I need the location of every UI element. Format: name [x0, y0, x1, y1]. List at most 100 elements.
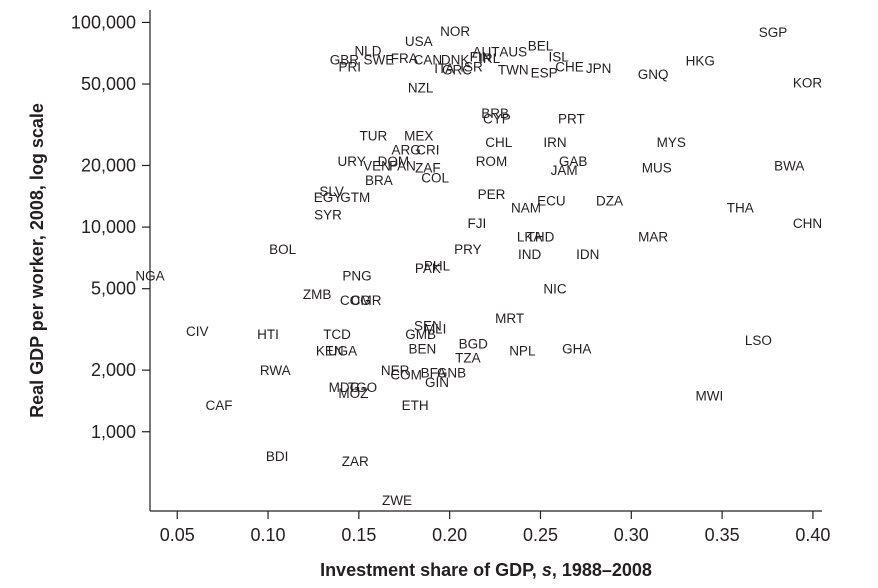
point-label-rom: ROM: [476, 154, 508, 169]
point-label-gha: GHA: [562, 342, 591, 357]
point-label-bfa: BFA: [421, 365, 447, 380]
point-label-tcd: TCD: [323, 327, 351, 342]
point-label-pry: PRY: [454, 242, 482, 257]
point-label-kor: KOR: [793, 75, 823, 90]
y-tick-label: 10,000: [81, 217, 136, 237]
x-tick-label: 0.35: [705, 525, 740, 545]
point-label-isl: ISL: [549, 50, 570, 65]
point-label-jpn: JPN: [586, 61, 612, 76]
point-label-zaf: ZAF: [415, 161, 441, 176]
point-label-mex: MEX: [404, 129, 433, 144]
point-label-bgd: BGD: [459, 336, 489, 351]
point-label-nzl: NZL: [408, 81, 434, 96]
point-label-bol: BOL: [269, 242, 297, 257]
x-axis-ticks: 0.05 0.10 0.15 0.20 0.25 0.30 0.35 0.40: [160, 511, 830, 545]
point-label-can: CAN: [414, 52, 443, 67]
point-label-gbr: GBR: [330, 52, 360, 67]
point-label-gtm: GTM: [340, 190, 370, 205]
point-label-nor: NOR: [440, 24, 470, 39]
point-label-eth: ETH: [402, 398, 429, 413]
point-label-cmr: CMR: [351, 293, 382, 308]
point-label-pri: PRI: [339, 59, 362, 74]
point-label-zmb: ZMB: [303, 287, 332, 302]
point-label-civ: CIV: [186, 324, 209, 339]
point-label-ind: IND: [518, 247, 542, 262]
point-label-dnk: DNK: [441, 52, 470, 67]
y-tick-label: 2,000: [91, 360, 136, 380]
point-label-nam: NAM: [511, 200, 541, 215]
point-label-phl: PHL: [424, 258, 451, 273]
point-label-rwa: RWA: [260, 363, 291, 378]
point-label-col: COL: [421, 170, 449, 185]
point-label-thd: THD: [527, 229, 555, 244]
y-axis-title: Real GDP per worker, 2008, log scale: [27, 103, 47, 418]
y-tick-label: 1,000: [91, 422, 136, 442]
point-label-sgp: SGP: [759, 25, 788, 40]
point-label-gmb: GMB: [405, 327, 436, 342]
y-axis-ticks: 1,000 2,000 5,000 10,000 20,000 50,000 100,000: [71, 12, 150, 442]
point-label-mli: MLI: [424, 321, 447, 336]
y-tick-label: 50,000: [81, 74, 136, 94]
point-label-bel: BEL: [528, 39, 554, 54]
point-label-aut: AUT: [473, 45, 500, 60]
point-label-nga: NGA: [135, 269, 164, 284]
point-label-isr: ISR: [460, 59, 483, 74]
point-label-lka: LKA: [517, 229, 543, 244]
point-label-lso: LSO: [745, 333, 772, 348]
point-label-pan: PAN: [389, 158, 416, 173]
y-tick-label: 20,000: [81, 155, 136, 175]
point-label-ven: VEN: [363, 158, 391, 173]
point-label-syr: SYR: [314, 208, 342, 223]
point-label-irn: IRN: [543, 135, 566, 150]
point-label-mrt: MRT: [495, 311, 524, 326]
point-label-esp: ESP: [531, 65, 558, 80]
point-label-mwi: MWI: [696, 389, 724, 404]
x-tick-label: 0.20: [432, 525, 467, 545]
x-tick-label: 0.40: [795, 525, 830, 545]
point-label-ita: ITA: [434, 61, 454, 76]
point-label-bra: BRA: [365, 173, 393, 188]
point-label-brb: BRB: [481, 106, 509, 121]
point-label-dza: DZA: [596, 193, 623, 208]
point-label-mar: MAR: [638, 229, 668, 244]
point-label-idn: IDN: [576, 247, 599, 262]
x-axis-title-prefix: Investment share of GDP,: [320, 560, 542, 580]
point-label-gnq: GNQ: [638, 67, 669, 82]
point-label-pak: PAK: [415, 261, 441, 276]
x-tick-label: 0.30: [614, 525, 649, 545]
point-label-zar: ZAR: [342, 454, 369, 469]
point-label-irl: IRL: [479, 51, 501, 66]
y-tick-label: 5,000: [91, 279, 136, 299]
point-label-com: COM: [390, 368, 422, 383]
point-label-twn: TWN: [498, 62, 529, 77]
point-label-chl: CHL: [485, 135, 512, 150]
point-label-grc: GRC: [442, 62, 472, 77]
point-label-mys: MYS: [657, 135, 686, 150]
x-axis-title: Investment share of GDP, s, 1988–2008: [320, 560, 652, 580]
point-label-fra: FRA: [391, 51, 418, 66]
point-label-png: PNG: [342, 269, 371, 284]
point-label-bwa: BWA: [774, 158, 804, 173]
point-label-mus: MUS: [642, 161, 672, 176]
point-label-dom: DOM: [378, 154, 410, 169]
point-label-aus: AUS: [499, 45, 527, 60]
x-axis-title-suffix: , 1988–2008: [552, 560, 652, 580]
point-label-moz: MOZ: [338, 386, 368, 401]
point-label-per: PER: [478, 187, 506, 202]
point-label-tza: TZA: [455, 351, 481, 366]
point-label-swe: SWE: [363, 52, 394, 67]
point-label-nic: NIC: [543, 282, 567, 297]
point-label-jam: JAM: [551, 163, 578, 178]
point-label-tur: TUR: [360, 129, 388, 144]
point-label-fji: FJI: [468, 216, 487, 231]
point-label-cri: CRI: [416, 142, 439, 157]
point-label-gab: GAB: [559, 154, 588, 169]
x-tick-label: 0.15: [341, 525, 376, 545]
point-label-bdi: BDI: [266, 449, 289, 464]
point-label-ben: BEN: [409, 342, 437, 357]
x-tick-label: 0.05: [160, 525, 195, 545]
point-label-chn: CHN: [793, 216, 822, 231]
point-label-zwe: ZWE: [382, 493, 412, 508]
point-label-ner: NER: [381, 363, 410, 378]
point-label-ecu: ECU: [537, 193, 566, 208]
